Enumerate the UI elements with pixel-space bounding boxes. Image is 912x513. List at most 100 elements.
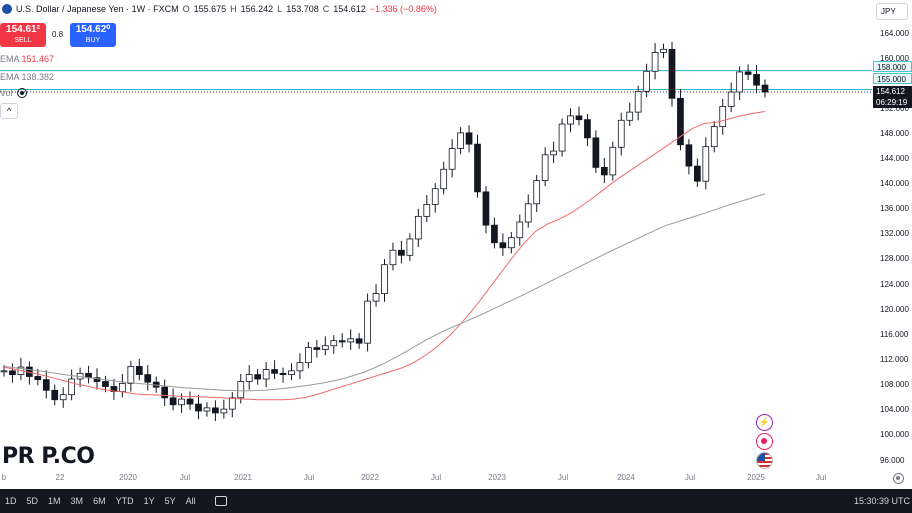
date-range-calendar-icon[interactable]: [214, 496, 227, 506]
price-tick: 148.000: [880, 129, 909, 138]
time-tick: 2020: [119, 473, 137, 482]
ema-fast-line[interactable]: [3, 111, 766, 401]
range-3m-button[interactable]: 3M: [70, 496, 84, 506]
range-ytd-button[interactable]: YTD: [115, 496, 134, 506]
candle-body: [474, 143, 481, 193]
candle-body: [516, 221, 524, 239]
chart-settings-gear-icon[interactable]: [893, 473, 904, 484]
candle-body: [338, 340, 346, 343]
candle-body: [617, 119, 625, 148]
price-chart[interactable]: [0, 0, 872, 470]
range-1y-button[interactable]: 1Y: [143, 496, 155, 506]
candle-body: [651, 52, 659, 72]
time-tick: Jul: [303, 473, 315, 482]
time-tick: 2021: [234, 473, 252, 482]
hline-tag-155[interactable]: 155.000: [873, 73, 912, 84]
bar-countdown: 06:29:19: [873, 97, 912, 108]
price-tick: 164.000: [880, 29, 909, 38]
range-6m-button[interactable]: 6M: [93, 496, 106, 506]
currency-button[interactable]: JPY: [876, 3, 908, 20]
candle-body: [744, 71, 752, 75]
candle-body: [254, 374, 262, 380]
ema-fast-legend[interactable]: EMA 151.467: [0, 54, 54, 64]
lightning-icon[interactable]: ⚡: [756, 414, 773, 431]
time-tick: 22: [55, 473, 65, 482]
time-tick: 2024: [617, 473, 635, 482]
range-all-button[interactable]: All: [185, 496, 196, 506]
price-tick: 104.000: [880, 405, 909, 414]
candle-body: [677, 97, 684, 146]
candle-body: [321, 345, 329, 350]
bottom-toolbar: 1D 5D 1M 3M 6M YTD 1Y 5Y All 15:30:39 UT…: [0, 489, 912, 513]
range-1d-button[interactable]: 1D: [5, 496, 17, 506]
candle-body: [347, 338, 355, 343]
open-label: O: [182, 4, 190, 14]
ema-slow-legend[interactable]: EMA 138.382: [0, 72, 54, 82]
candle-body: [68, 378, 76, 396]
candle-body: [693, 165, 701, 182]
candle-body: [584, 119, 591, 139]
usd-jpy-flag-icon: [2, 4, 12, 14]
us-flag-icon[interactable]: [756, 452, 773, 469]
chart-pane[interactable]: [0, 0, 872, 470]
high-label: H: [230, 4, 237, 14]
close-label: C: [322, 4, 330, 14]
candle-body: [702, 146, 710, 182]
candle-body: [465, 132, 473, 145]
candle-body: [431, 188, 439, 205]
candle-body: [668, 48, 676, 99]
candle-body: [102, 381, 109, 387]
time-tick: Jul: [557, 473, 569, 482]
symbol-title[interactable]: U.S. Dollar / Japanese Yen · 1W · FXCM: [16, 4, 179, 14]
price-tick: 120.000: [880, 305, 909, 314]
price-tick: 160.000: [880, 54, 909, 63]
candle-body: [533, 180, 541, 205]
collapse-legend-button[interactable]: ^: [0, 103, 18, 119]
candle-body: [626, 111, 634, 121]
ema-slow-line[interactable]: [3, 193, 766, 392]
candle-body: [524, 203, 532, 223]
price-tick: 108.000: [880, 380, 909, 389]
volume-label: Vol: [0, 88, 13, 98]
buy-button[interactable]: 154.62⁰ BUY: [70, 23, 116, 47]
candle-body: [203, 407, 211, 412]
current-price-tag: 154.612: [873, 86, 912, 97]
candle-body: [600, 166, 608, 176]
price-tick: 128.000: [880, 254, 909, 263]
watermark-logo: PR P.CO: [2, 444, 95, 469]
candle-body: [660, 48, 667, 53]
candle-body: [440, 168, 448, 190]
price-tick: 124.000: [880, 280, 909, 289]
eye-icon[interactable]: [16, 88, 27, 98]
time-tick: 2025: [747, 473, 765, 482]
target-icon[interactable]: [756, 433, 773, 450]
range-1m-button[interactable]: 1M: [48, 496, 61, 506]
sell-price: 154.61²: [6, 24, 40, 35]
close-value: 154.612: [333, 4, 366, 14]
candle-body: [9, 370, 16, 376]
price-tick: 112.000: [880, 355, 909, 364]
candle-body: [414, 215, 422, 240]
time-tick: Jul: [815, 473, 827, 482]
buy-label: BUY: [85, 37, 101, 44]
candle-body: [753, 74, 760, 86]
candle-body: [592, 137, 600, 168]
low-label: L: [277, 4, 283, 14]
change-value: −1.336 (−0.86%): [369, 4, 437, 14]
candle-body: [372, 293, 380, 302]
range-5y-button[interactable]: 5Y: [164, 496, 176, 506]
candle-body: [398, 249, 405, 256]
hline-tag-158[interactable]: 158.000: [873, 61, 912, 72]
sell-button[interactable]: 154.61² SELL: [0, 23, 46, 47]
candle-body: [643, 70, 650, 92]
candle-body: [195, 403, 202, 412]
candle-body: [228, 397, 236, 410]
candle-body: [491, 224, 498, 244]
candle-body: [710, 126, 718, 148]
volume-legend[interactable]: Vol: [0, 88, 27, 98]
candle-body: [169, 397, 177, 406]
candle-body: [406, 238, 414, 256]
candle-body: [271, 369, 278, 374]
range-5d-button[interactable]: 5D: [26, 496, 39, 506]
utc-clock[interactable]: 15:30:39 UTC: [853, 496, 910, 506]
